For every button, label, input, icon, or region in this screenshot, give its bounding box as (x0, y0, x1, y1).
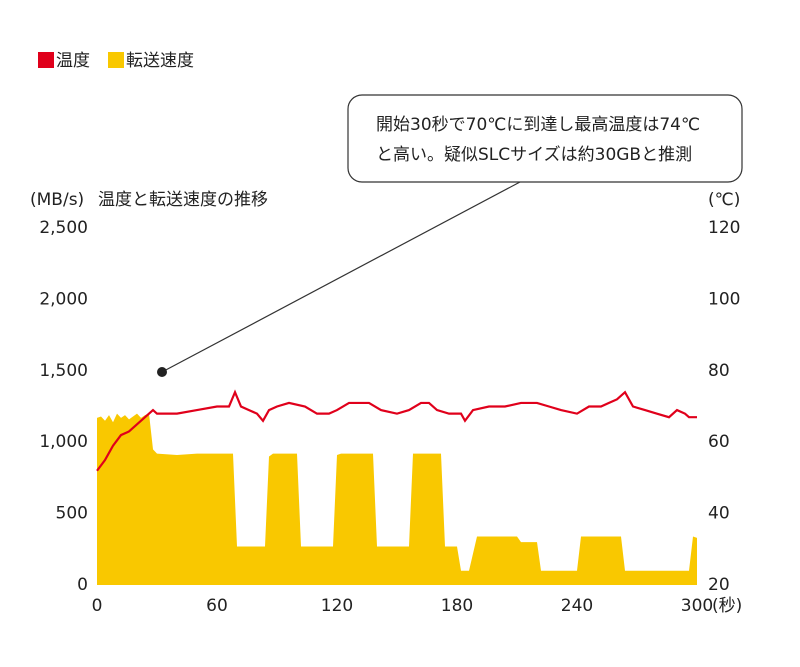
y-tick-label: 2,500 (39, 218, 88, 238)
y2-axis-label: (℃) (708, 190, 740, 210)
legend-swatch (108, 52, 124, 68)
y-tick-label: 0 (77, 575, 88, 595)
y-tick-label: 500 (56, 504, 88, 524)
x-tick-label: 60 (206, 596, 228, 616)
y-tick-label: 1,500 (39, 361, 88, 381)
legend-label: 転送速度 (126, 51, 194, 71)
chart-title: 温度と転送速度の推移 (98, 190, 268, 210)
speed-area (97, 413, 697, 585)
y2-tick-label: 100 (708, 289, 740, 309)
x-tick-label: 0 (92, 596, 103, 616)
legend-label: 温度 (56, 51, 90, 71)
y-axis-label: (MB/s) (30, 190, 84, 210)
annotation-pointer (161, 181, 521, 373)
annotation-text: と高い。疑似SLCサイズは約30GBと推測 (376, 145, 692, 165)
y2-tick-label: 120 (708, 218, 740, 238)
x-axis-label: (秒) (712, 596, 742, 616)
y-tick-label: 1,000 (39, 432, 88, 452)
annotation-box (347, 94, 743, 183)
annotation-text: 開始30秒で70℃に到達し最高温度は74℃ (376, 115, 700, 135)
x-tick-label: 300 (681, 596, 713, 616)
x-tick-label: 180 (441, 596, 473, 616)
y-tick-label: 2,000 (39, 289, 88, 309)
x-tick-label: 240 (561, 596, 593, 616)
annotation-dot (157, 367, 167, 377)
y2-tick-label: 40 (708, 504, 730, 524)
y2-tick-label: 20 (708, 575, 730, 595)
x-tick-label: 120 (321, 596, 353, 616)
legend-swatch (38, 52, 54, 68)
temperature-line (96, 389, 697, 472)
y2-tick-label: 60 (708, 432, 730, 452)
y2-tick-label: 80 (708, 361, 730, 381)
